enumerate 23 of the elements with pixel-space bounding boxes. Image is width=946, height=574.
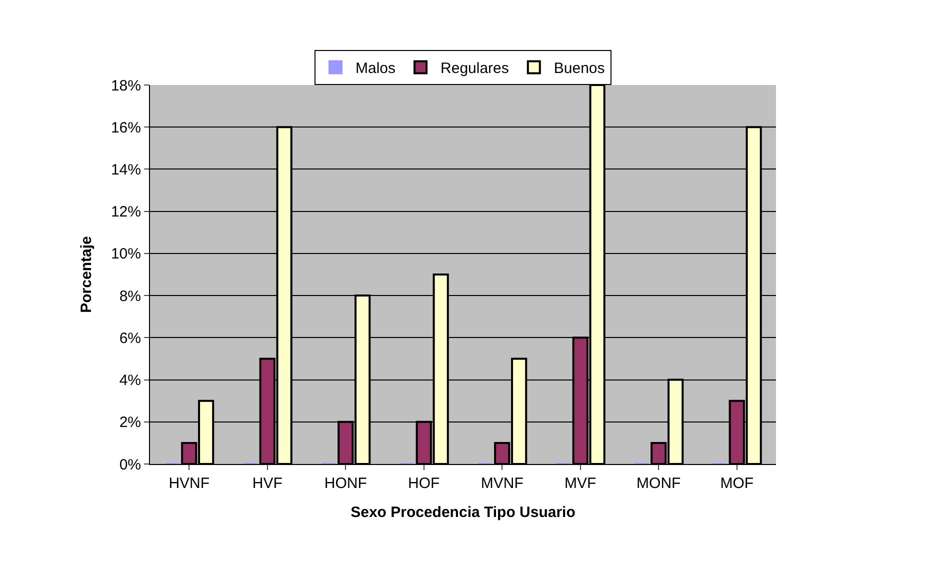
x-tick-label: MVF — [564, 475, 596, 492]
y-tick-label: 8% — [119, 288, 141, 305]
y-tick-label: 6% — [119, 330, 141, 347]
x-axis-title: Sexo Procedencia Tipo Usuario — [350, 504, 576, 521]
y-tick-label: 16% — [110, 119, 141, 136]
y-tick-label: 10% — [110, 246, 141, 263]
x-tick-label: HOF — [408, 475, 440, 492]
x-tick-label: HVNF — [168, 475, 210, 492]
x-tick-label: HONF — [324, 475, 367, 492]
y-tick-label: 2% — [119, 414, 141, 432]
legend-label: Regulares — [440, 60, 509, 78]
legend-label: Malos — [356, 60, 396, 78]
legend-label: Buenos — [554, 60, 605, 78]
y-tick-label: 14% — [110, 161, 141, 178]
y-tick-label: 4% — [119, 372, 141, 390]
x-tick-label: MVNF — [480, 475, 524, 492]
y-axis-title: Porcentaje — [78, 236, 96, 313]
y-tick-label: 0% — [119, 456, 141, 474]
x-tick-label: MONF — [636, 475, 681, 492]
y-tick-label: 12% — [110, 204, 141, 221]
y-tick-label: 18% — [110, 77, 141, 94]
x-tick-label: MOF — [720, 475, 754, 492]
x-tick-label: HVF — [252, 475, 282, 492]
